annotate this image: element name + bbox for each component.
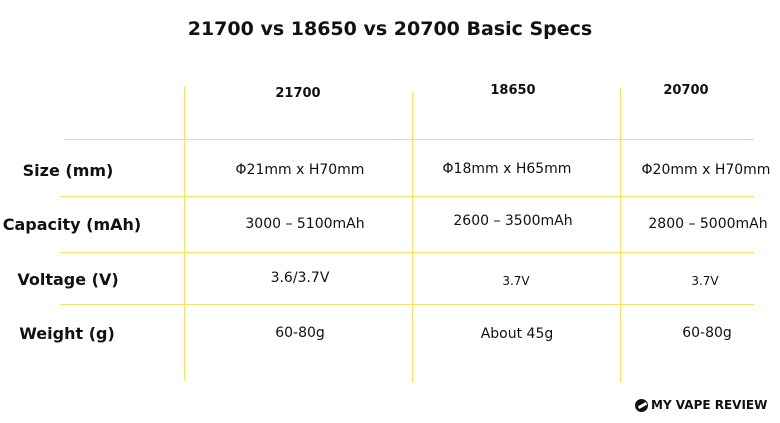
table-cell: 3.7V bbox=[691, 274, 719, 288]
page-title: 21700 vs 18650 vs 20700 Basic Specs bbox=[187, 18, 593, 40]
table-cell: 60-80g bbox=[275, 325, 325, 341]
column-divider bbox=[184, 86, 185, 381]
row-divider bbox=[60, 304, 754, 305]
table-cell: 60-80g bbox=[682, 325, 732, 341]
table-cell: 2600 – 3500mAh bbox=[453, 213, 573, 229]
brand-name: MY VAPE REVIEW bbox=[651, 398, 768, 412]
column-header-21700: 21700 bbox=[275, 86, 321, 101]
table-cell: 3000 – 5100mAh bbox=[245, 216, 365, 232]
column-header-18650: 18650 bbox=[490, 83, 536, 98]
table-cell: 3.6/3.7V bbox=[270, 270, 330, 286]
row-label-weight: Weight (g) bbox=[19, 324, 115, 343]
table-cell: Φ21mm x H70mm bbox=[235, 162, 365, 178]
table-cell: 3.7V bbox=[502, 274, 530, 288]
column-header-20700: 20700 bbox=[663, 83, 709, 98]
brand-logo-icon bbox=[635, 398, 648, 412]
brand-logo: MY VAPE REVIEW bbox=[635, 398, 767, 412]
row-label-capacity: Capacity (mAh) bbox=[2, 215, 142, 234]
row-label-voltage: Voltage (V) bbox=[17, 270, 119, 289]
column-divider bbox=[620, 88, 621, 382]
row-label-size: Size (mm) bbox=[22, 161, 114, 180]
row-divider bbox=[60, 252, 754, 253]
table-cell: Φ18mm x H65mm bbox=[442, 161, 572, 177]
table-cell: 2800 – 5000mAh bbox=[648, 216, 768, 232]
table-cell: Φ20mm x H70mm bbox=[641, 162, 771, 178]
row-divider bbox=[60, 196, 754, 197]
table-cell: About 45g bbox=[480, 326, 554, 342]
column-divider bbox=[412, 92, 413, 382]
row-divider bbox=[64, 139, 754, 140]
